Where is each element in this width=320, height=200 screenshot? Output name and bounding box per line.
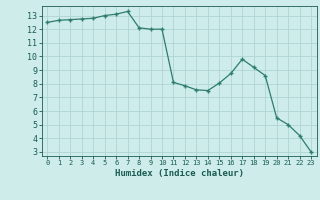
X-axis label: Humidex (Indice chaleur): Humidex (Indice chaleur) xyxy=(115,169,244,178)
